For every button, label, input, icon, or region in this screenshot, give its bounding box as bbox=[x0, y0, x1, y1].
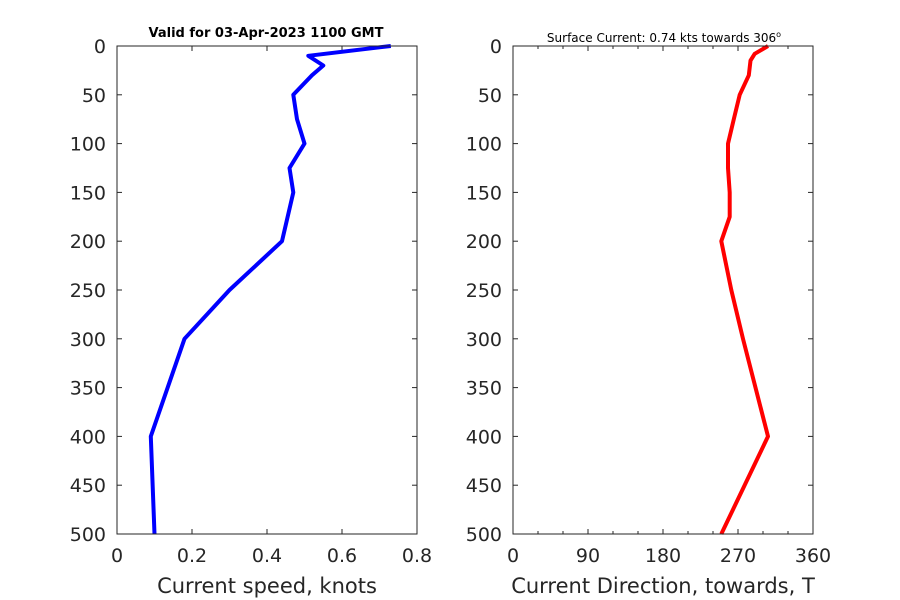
direction-y-tick-label: 50 bbox=[478, 85, 502, 107]
speed-x-tick-label: 0.4 bbox=[252, 545, 282, 567]
speed-y-tick-label: 300 bbox=[70, 329, 106, 351]
direction-chart-title: Surface Current: 0.74 kts towards 306o bbox=[547, 30, 781, 45]
speed-plot-frame bbox=[116, 45, 418, 535]
direction-y-tick-label: 400 bbox=[466, 426, 502, 448]
direction-y-tick-label: 200 bbox=[466, 231, 502, 253]
direction-y-tick-label: 100 bbox=[466, 134, 502, 156]
direction-y-tick-label: 250 bbox=[466, 280, 502, 302]
speed-y-tick-label: 500 bbox=[70, 524, 106, 546]
degree-superscript: o bbox=[776, 30, 781, 39]
direction-x-tick-label: 360 bbox=[795, 545, 831, 567]
direction-x-axis-label: Current Direction, towards, T bbox=[511, 574, 815, 598]
direction-y-tick-label: 350 bbox=[466, 378, 502, 400]
speed-y-tick-label: 450 bbox=[70, 475, 106, 497]
speed-x-tick-label: 0 bbox=[111, 545, 123, 567]
direction-y-tick-label: 150 bbox=[466, 182, 502, 204]
speed-y-tick-label: 0 bbox=[94, 36, 106, 58]
direction-plot-frame bbox=[512, 45, 814, 535]
direction-y-tick-label: 300 bbox=[466, 329, 502, 351]
direction-series-line bbox=[719, 44, 770, 535]
direction-y-tick-label: 0 bbox=[490, 36, 502, 58]
speed-y-tick-label: 100 bbox=[70, 134, 106, 156]
speed-y-tick-label: 350 bbox=[70, 378, 106, 400]
speed-y-tick-label: 400 bbox=[70, 426, 106, 448]
speed-series-line bbox=[148, 44, 392, 535]
speed-x-tick-label: 0.2 bbox=[177, 545, 207, 567]
speed-y-tick-label: 250 bbox=[70, 280, 106, 302]
speed-chart-title: Valid for 03-Apr-2023 1100 GMT bbox=[149, 26, 384, 41]
speed-y-tick-label: 150 bbox=[70, 182, 106, 204]
speed-x-tick-label: 0.6 bbox=[327, 545, 357, 567]
speed-series-group bbox=[148, 44, 392, 535]
direction-x-tick-label: 0 bbox=[507, 545, 519, 567]
direction-y-tick-label: 450 bbox=[466, 475, 502, 497]
direction-y-tick-label: 500 bbox=[466, 524, 502, 546]
speed-x-tick-label: 0.8 bbox=[402, 545, 432, 567]
speed-x-axis-label: Current speed, knots bbox=[157, 574, 377, 598]
speed-y-tick-label: 200 bbox=[70, 231, 106, 253]
direction-profile-chart: Surface Current: 0.74 kts towards 306o 0… bbox=[466, 30, 831, 598]
speed-y-tick-label: 50 bbox=[82, 85, 106, 107]
direction-x-tick-label: 180 bbox=[645, 545, 681, 567]
direction-title-text: Surface Current: 0.74 kts towards 306 bbox=[547, 31, 776, 45]
direction-x-tick-label: 90 bbox=[576, 545, 600, 567]
direction-series-group bbox=[719, 44, 770, 535]
speed-profile-chart: Valid for 03-Apr-2023 1100 GMT 0 50 100 150… bbox=[70, 26, 432, 598]
direction-x-tick-label: 270 bbox=[720, 545, 756, 567]
